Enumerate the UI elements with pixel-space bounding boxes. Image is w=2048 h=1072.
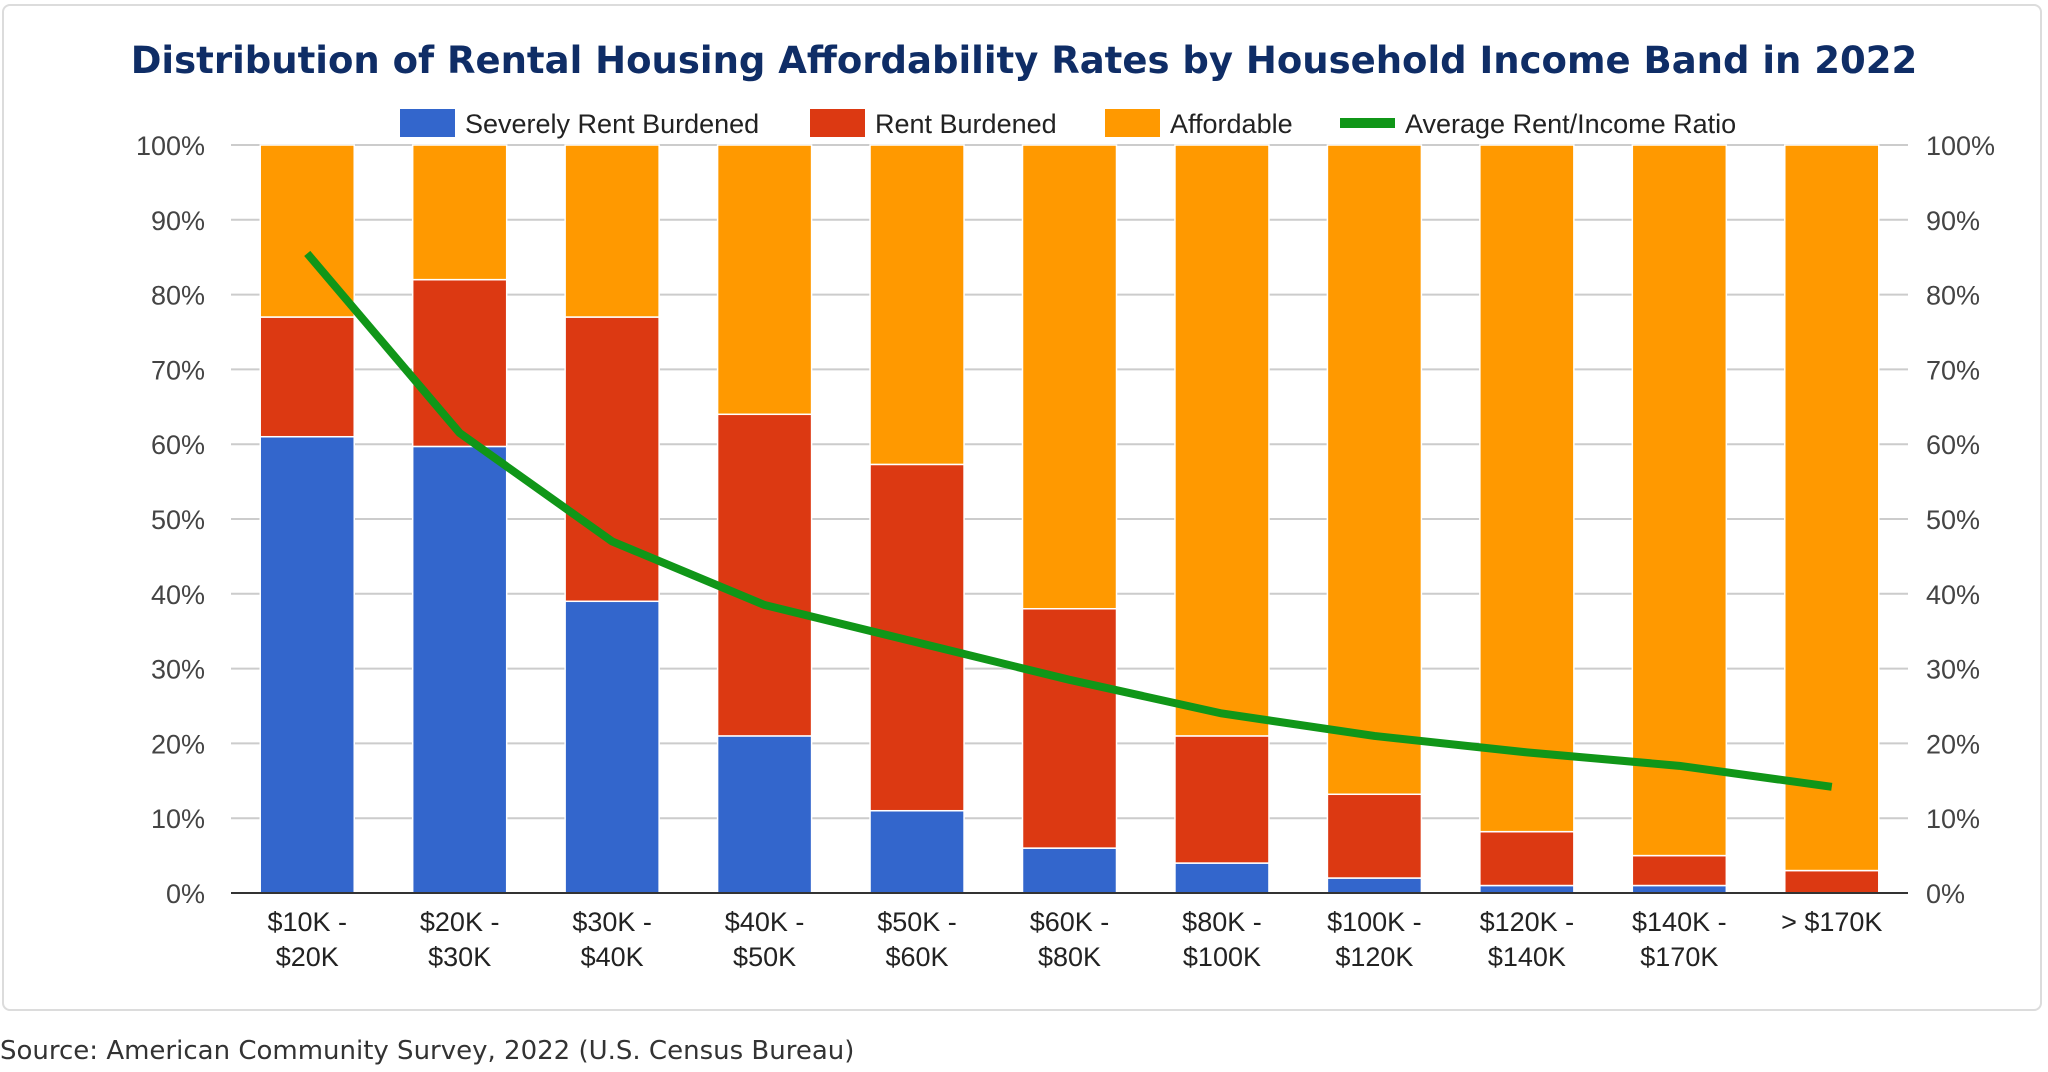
bar-segment — [1174, 144, 1270, 737]
bar-segment — [716, 144, 813, 416]
y-tick-label: 0% — [166, 879, 205, 909]
x-tick-label: $80K — [1038, 942, 1101, 972]
x-tick-label: $120K - — [1480, 907, 1575, 937]
legend-label: Average Rent/Income Ratio — [1405, 109, 1736, 139]
bar-segment — [1479, 830, 1575, 887]
bar-segment — [1326, 877, 1423, 894]
x-tick-label: $140K - — [1632, 907, 1727, 937]
bar-segment — [1021, 608, 1118, 849]
x-tick-label: $30K - — [572, 907, 652, 937]
x-tick-label: $60K - — [1030, 907, 1110, 937]
legend-item: Severely Rent Burdened — [400, 109, 759, 139]
x-tick-label: $30K — [428, 942, 491, 972]
legend-swatch — [1105, 109, 1160, 137]
legend-label: Severely Rent Burdened — [465, 109, 759, 139]
x-tick-label: $170K — [1640, 942, 1718, 972]
x-tick-label: $10K - — [267, 907, 347, 937]
legend-item: Affordable — [1105, 109, 1293, 139]
bar-segment — [564, 600, 660, 894]
bar-segment — [259, 435, 355, 894]
bar-segment — [1326, 144, 1423, 796]
y-tick-label: 30% — [151, 655, 205, 685]
x-tick-label: $40K - — [725, 907, 805, 937]
y-tick-label: 90% — [151, 206, 205, 236]
y2-tick-label: 50% — [1926, 505, 1980, 535]
y-tick-label: 60% — [151, 430, 205, 460]
legend-label: Affordable — [1170, 109, 1293, 139]
x-tick-label: $20K - — [420, 907, 500, 937]
x-tick-label: $100K - — [1327, 907, 1422, 937]
y-tick-label: 20% — [151, 729, 205, 759]
y2-tick-label: 80% — [1926, 281, 1980, 311]
y2-tick-label: 70% — [1926, 355, 1980, 385]
bar-segment — [869, 809, 965, 894]
bar-segment — [411, 445, 508, 894]
y2-tick-label: 0% — [1926, 879, 1965, 909]
y2-tick-label: 30% — [1926, 655, 1980, 685]
bar-segment — [1479, 884, 1575, 894]
y-tick-label: 10% — [151, 804, 205, 834]
y2-tick-label: 20% — [1926, 729, 1980, 759]
chart-title: Distribution of Rental Housing Affordabi… — [131, 39, 1918, 82]
bar-segment — [716, 413, 813, 737]
source-note: Source: American Community Survey, 2022 … — [0, 1036, 855, 1066]
y2-tick-label: 10% — [1926, 804, 1980, 834]
legend-label: Rent Burdened — [875, 109, 1057, 139]
x-tick-label: $60K — [886, 942, 949, 972]
x-tick-label: $140K — [1488, 942, 1566, 972]
bar-segment — [411, 144, 508, 281]
legend-item: Average Rent/Income Ratio — [1340, 109, 1736, 139]
x-tick-label: $50K — [733, 942, 796, 972]
legend-item: Rent Burdened — [810, 109, 1057, 139]
bar-segment — [1479, 144, 1575, 833]
x-tick-label: $120K — [1335, 942, 1413, 972]
bar-segment — [716, 735, 813, 894]
bar-segment — [1174, 862, 1270, 894]
bar-segment — [1021, 144, 1118, 610]
bar-segment — [259, 316, 355, 438]
x-tick-label: > $170K — [1781, 907, 1882, 937]
x-tick-label: $20K — [276, 942, 339, 972]
y2-tick-label: 40% — [1926, 580, 1980, 610]
legend-swatch — [400, 109, 455, 137]
x-tick-label: $80K - — [1182, 907, 1262, 937]
legend-swatch — [810, 109, 865, 137]
bar-segment — [564, 144, 660, 318]
y2-tick-label: 60% — [1926, 430, 1980, 460]
y-tick-label: 80% — [151, 281, 205, 311]
x-tick-label: $50K - — [877, 907, 957, 937]
chart-frame — [2, 4, 2042, 1011]
y-tick-label: 40% — [151, 580, 205, 610]
bar-segment — [869, 144, 965, 466]
bar-segment — [411, 278, 508, 448]
bar-segment — [1784, 144, 1880, 872]
bar-segment — [1631, 144, 1728, 857]
x-tick-label: $100K — [1183, 942, 1261, 972]
y2-tick-label: 90% — [1926, 206, 1980, 236]
y-tick-label: 100% — [136, 131, 205, 161]
bar-segment — [1021, 847, 1118, 894]
y-tick-label: 70% — [151, 355, 205, 385]
bar-segment — [1174, 735, 1270, 864]
x-tick-label: $40K — [581, 942, 644, 972]
bar-segment — [1631, 854, 1728, 887]
y2-tick-label: 100% — [1926, 131, 1995, 161]
bar-segment — [1784, 869, 1880, 894]
bar-segment — [1326, 793, 1423, 879]
legend-line-swatch — [1340, 118, 1395, 128]
bar-segment — [1631, 884, 1728, 894]
y-tick-label: 50% — [151, 505, 205, 535]
